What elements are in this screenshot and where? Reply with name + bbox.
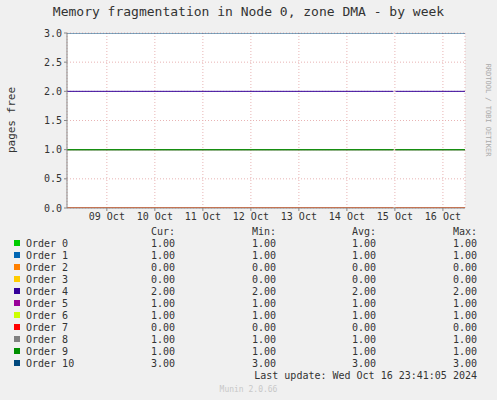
svg-text:15 Oct: 15 Oct (377, 211, 413, 222)
html-text:2.00: 2.00 (351, 286, 376, 297)
html-text:Order 6: Order 6 (26, 310, 69, 321)
html-text:1.00: 1.00 (150, 238, 175, 249)
html-text:1.00: 1.00 (452, 346, 477, 357)
html-text:1.00: 1.00 (150, 298, 175, 309)
svg-text:12 Oct: 12 Oct (233, 211, 269, 222)
html-text:0.00: 0.00 (452, 322, 477, 333)
html-text:0.00: 0.00 (351, 262, 376, 273)
html-text:1.00: 1.00 (150, 334, 175, 345)
svg-text:3.0: 3.0 (44, 28, 62, 39)
html-text:3.00: 3.00 (351, 358, 376, 369)
html-text:1.00: 1.00 (351, 334, 376, 345)
html-text:1.00: 1.00 (251, 298, 276, 309)
html-text:1.00: 1.00 (251, 346, 276, 357)
svg-text:0.0: 0.0 (44, 203, 62, 214)
html-text:0.00: 0.00 (351, 322, 376, 333)
html-text:0.00: 0.00 (150, 262, 175, 273)
html-text:Order 1: Order 1 (26, 250, 69, 261)
html-text:Order 7: Order 7 (26, 322, 69, 333)
html-text:Order 8: Order 8 (26, 334, 69, 345)
svg-text:0.5: 0.5 (44, 173, 62, 184)
html-text:Order 3: Order 3 (26, 274, 69, 285)
html-text:1.00: 1.00 (351, 250, 376, 261)
svg-text:2.0: 2.0 (44, 86, 62, 97)
html-text:3.00: 3.00 (452, 358, 477, 369)
html-text:2.00: 2.00 (251, 286, 276, 297)
html-text:0.00: 0.00 (452, 274, 477, 285)
html-text:1.00: 1.00 (251, 238, 276, 249)
html-text:Last update: Wed Oct 16 23:41:: Last update: Wed Oct 16 23:41:05 2024 (254, 370, 477, 381)
html-text:1.00: 1.00 (251, 334, 276, 345)
html-text:1.00: 1.00 (251, 250, 276, 261)
html-text:pages free: pages free (4, 86, 18, 154)
html-text:Order 5: Order 5 (26, 298, 69, 309)
svg-text:13 Oct: 13 Oct (281, 211, 317, 222)
html-text:3.00: 3.00 (150, 358, 175, 369)
html-text:1.00: 1.00 (351, 310, 376, 321)
html-text:0.00: 0.00 (351, 274, 376, 285)
html-text:1.00: 1.00 (351, 346, 376, 357)
svg-text:11 Oct: 11 Oct (185, 211, 221, 222)
html-text:Memory fragmentation in Node 0: Memory fragmentation in Node 0, zone DMA… (52, 4, 445, 19)
html-text:Cur:: Cur: (150, 226, 175, 237)
html-text:Order 4: Order 4 (26, 286, 69, 297)
html-text:2.00: 2.00 (150, 286, 175, 297)
html-text:0.00: 0.00 (452, 262, 477, 273)
html-text:0.00: 0.00 (251, 274, 276, 285)
html-text:1.00: 1.00 (251, 310, 276, 321)
html-text:Munin 2.0.66: Munin 2.0.66 (219, 385, 278, 394)
svg-text:2.5: 2.5 (44, 57, 62, 68)
html-text:1.00: 1.00 (351, 238, 376, 249)
html-text:1.00: 1.00 (351, 298, 376, 309)
html-text:1.00: 1.00 (150, 346, 175, 357)
html-text:2.00: 2.00 (452, 286, 477, 297)
html-text:1.00: 1.00 (150, 310, 175, 321)
svg-text:14 Oct: 14 Oct (329, 211, 365, 222)
html-text:0.00: 0.00 (251, 322, 276, 333)
html-text:3.00: 3.00 (251, 358, 276, 369)
html-text:0.00: 0.00 (150, 274, 175, 285)
svg-text:16 Oct: 16 Oct (425, 211, 461, 222)
html-text:1.00: 1.00 (452, 298, 477, 309)
html-text:1.00: 1.00 (452, 238, 477, 249)
html-text:1.00: 1.00 (452, 250, 477, 261)
html-text:0.00: 0.00 (150, 322, 175, 333)
html-text:Min:: Min: (251, 226, 276, 237)
svg-text:1.5: 1.5 (44, 115, 62, 126)
svg-text:09 Oct: 09 Oct (89, 211, 125, 222)
html-text:RRDTOOL / TOBI OETIKER: RRDTOOL / TOBI OETIKER (484, 63, 492, 157)
svg-text:1.0: 1.0 (44, 144, 62, 155)
html-text:Order 10: Order 10 (26, 358, 75, 369)
html-text:Avg:: Avg: (351, 226, 376, 237)
html-text:1.00: 1.00 (452, 310, 477, 321)
html-text:Order 9: Order 9 (26, 346, 69, 357)
html-text:0.00: 0.00 (251, 262, 276, 273)
html-text:1.00: 1.00 (452, 334, 477, 345)
html-text:Order 2: Order 2 (26, 262, 69, 273)
html-text:Max:: Max: (452, 226, 477, 237)
svg-text:10 Oct: 10 Oct (137, 211, 173, 222)
html-text:Order 0: Order 0 (26, 238, 69, 249)
html-text:1.00: 1.00 (150, 250, 175, 261)
